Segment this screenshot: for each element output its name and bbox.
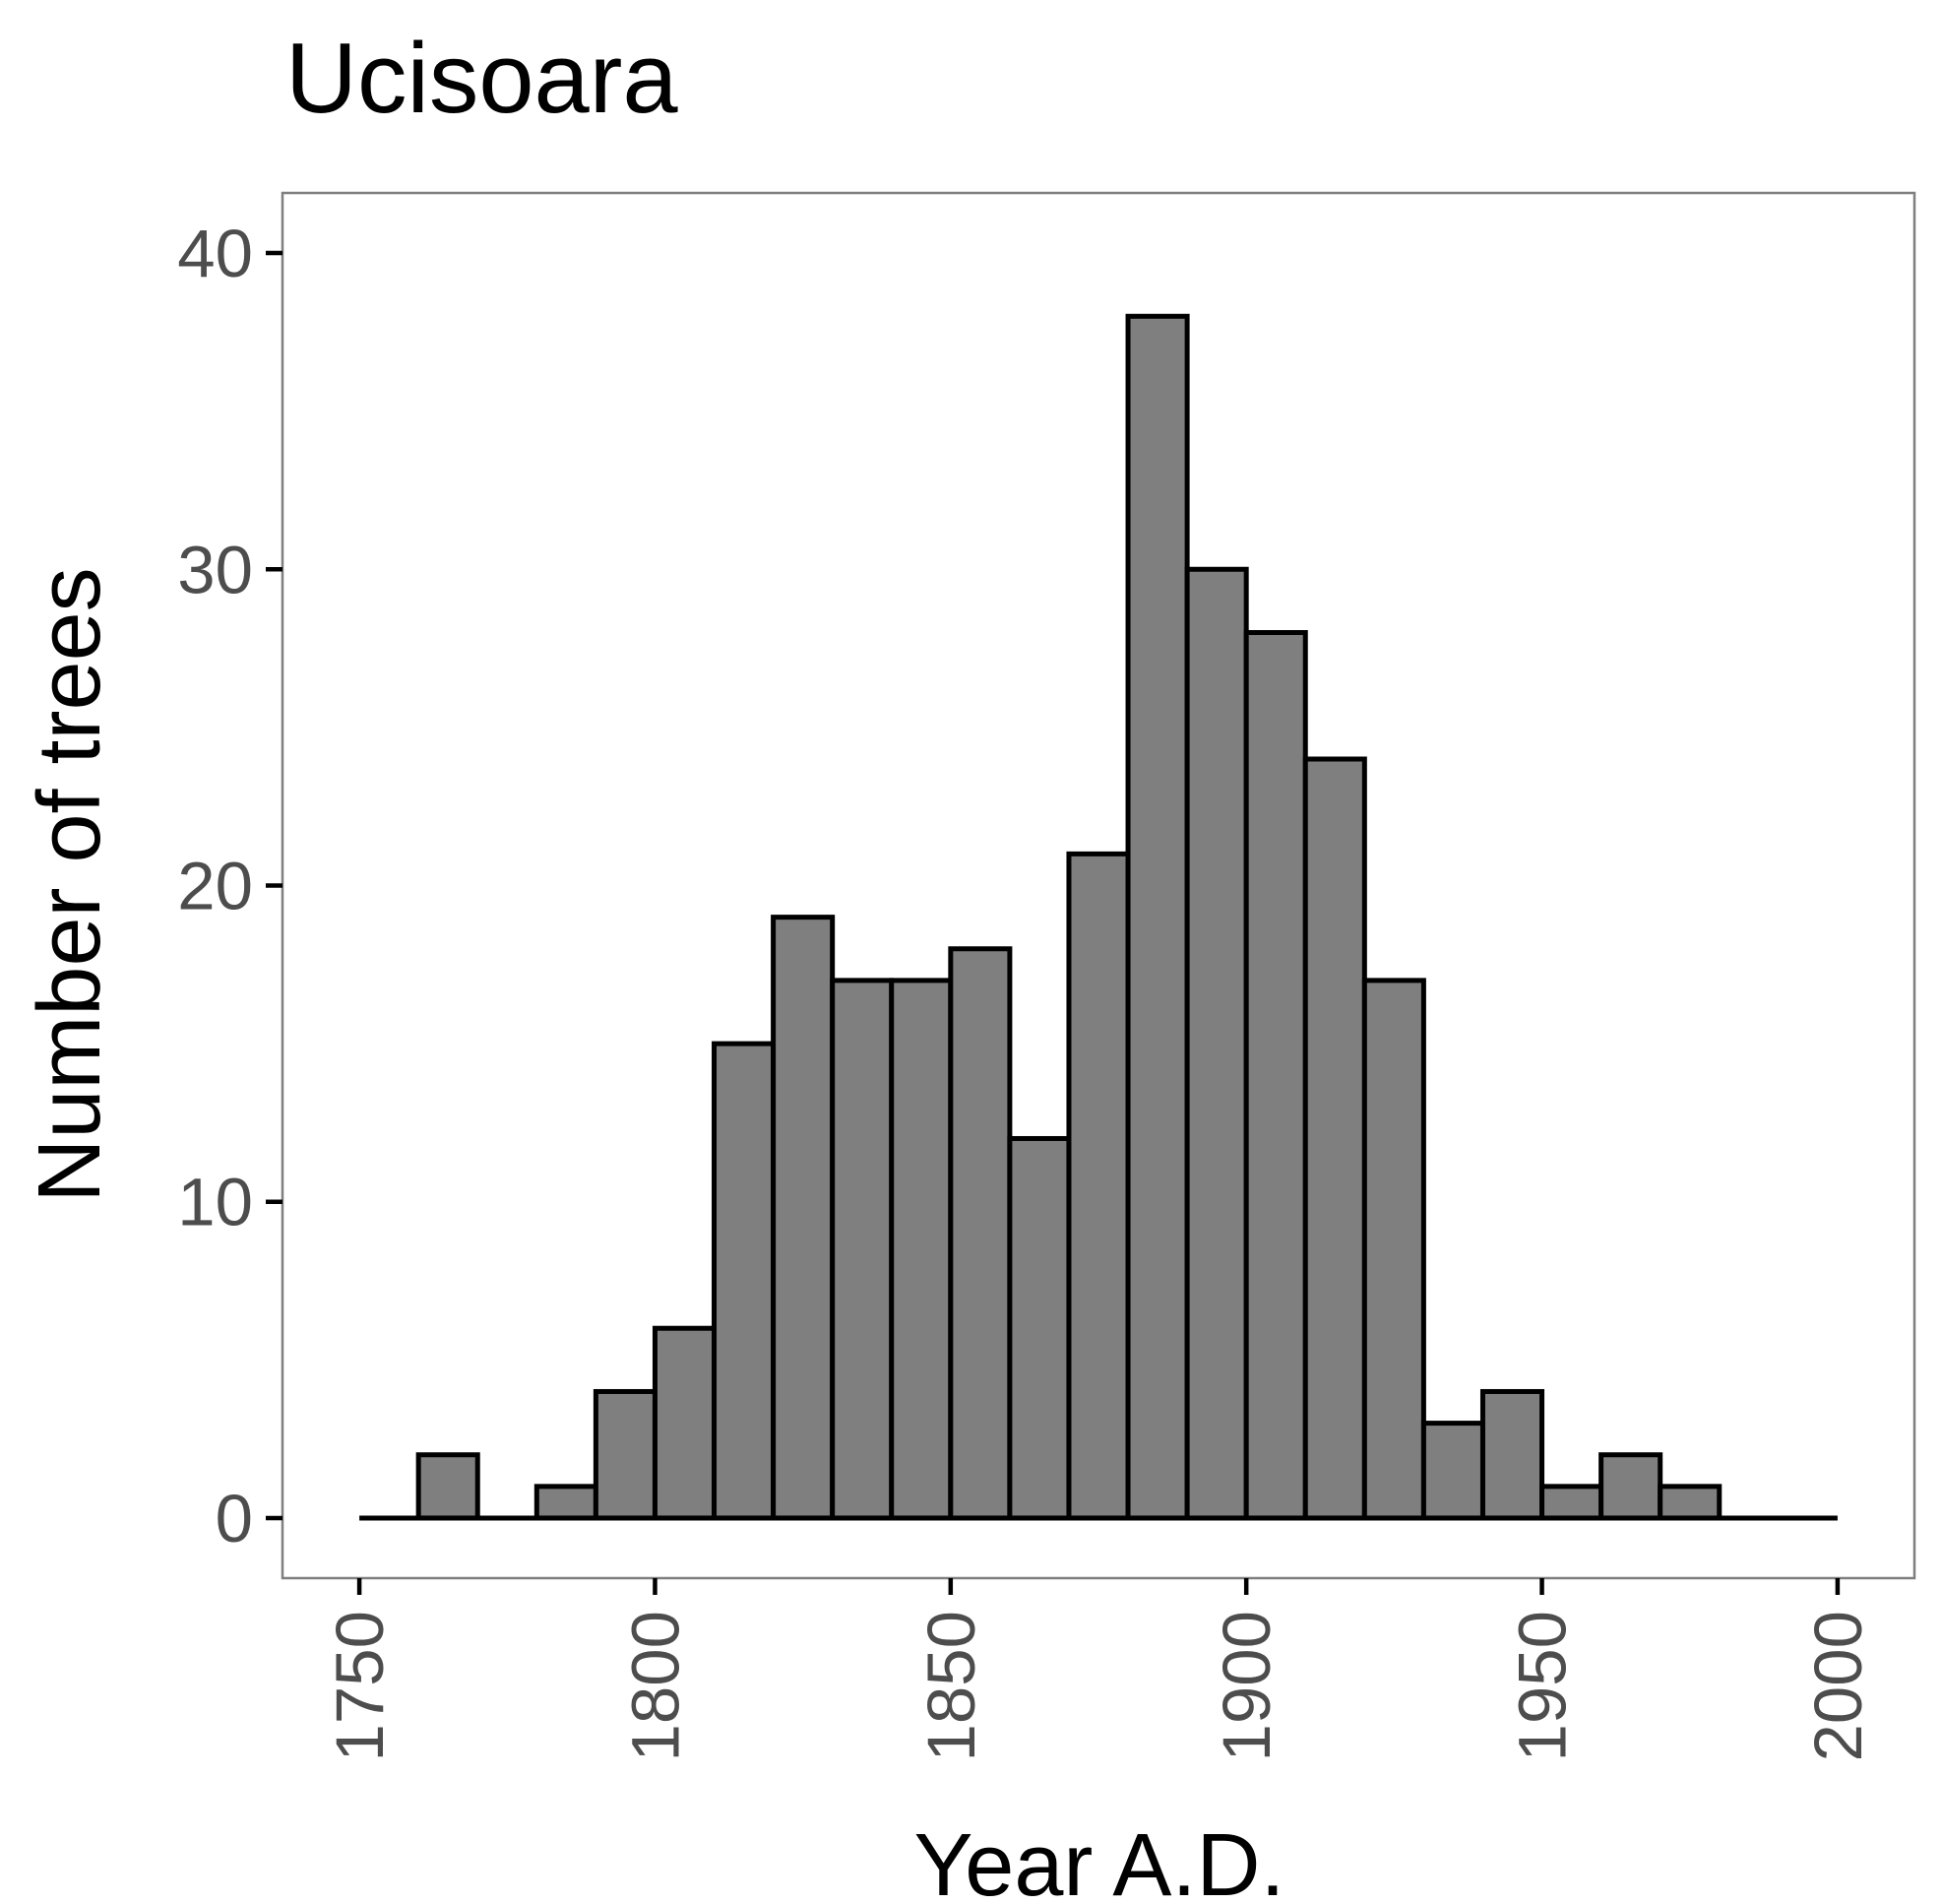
x-tick-label-2000: 2000: [1800, 1611, 1876, 1762]
histogram-bar-1870-1880: [1066, 851, 1131, 1521]
x-tick-label-1750: 1750: [322, 1611, 398, 1762]
y-axis-title: Number of trees: [21, 567, 119, 1202]
histogram-bar-1960-1970: [1598, 1452, 1663, 1521]
histogram-bar-1860-1870: [1007, 1135, 1072, 1521]
y-tick-label-40: 40: [177, 216, 253, 291]
histogram-bar-1800-1810: [652, 1325, 718, 1521]
histogram-bar-1920-1930: [1361, 978, 1426, 1521]
histogram-bar-1900-1910: [1243, 630, 1308, 1521]
histogram-bar-1820-1830: [771, 915, 836, 1521]
x-tick-label-1950: 1950: [1505, 1611, 1581, 1762]
histogram-bar-1950-1960: [1539, 1484, 1604, 1521]
bar-group: [359, 313, 1838, 1521]
histogram-bar-1940-1950: [1479, 1388, 1545, 1521]
y-tick-label-10: 10: [177, 1165, 253, 1240]
histogram-bar-1780-1790: [533, 1484, 598, 1521]
y-axis: 0 10 20 30 40: [177, 216, 282, 1556]
histogram-bar-1930-1940: [1420, 1421, 1485, 1521]
histogram-bar-1790-1800: [593, 1388, 658, 1521]
y-tick-label-20: 20: [177, 849, 253, 924]
y-tick-label-0: 0: [216, 1481, 253, 1556]
histogram-bar-1890-1900: [1184, 566, 1249, 1521]
histogram-bar-1810-1820: [712, 1041, 777, 1521]
chart-title: Ucisoara: [285, 24, 678, 134]
histogram-bar-1850-1860: [948, 946, 1013, 1521]
x-axis-title: Year A.D.: [914, 1816, 1285, 1904]
x-axis: 1750 1800 1850 1900 1950 2000: [322, 1578, 1876, 1762]
x-tick-label-1850: 1850: [913, 1611, 989, 1762]
x-tick-label-1800: 1800: [617, 1611, 693, 1762]
histogram-bar-1970-1980: [1658, 1484, 1723, 1521]
histogram-bar-1760-1770: [415, 1452, 480, 1521]
histogram-bar-1840-1850: [889, 978, 954, 1521]
histogram-bar-1880-1890: [1125, 313, 1190, 1521]
histogram-bar-1830-1840: [830, 978, 895, 1521]
histogram-bar-1910-1920: [1302, 756, 1367, 1521]
y-tick-label-30: 30: [177, 532, 253, 607]
x-tick-label-1900: 1900: [1209, 1611, 1284, 1762]
